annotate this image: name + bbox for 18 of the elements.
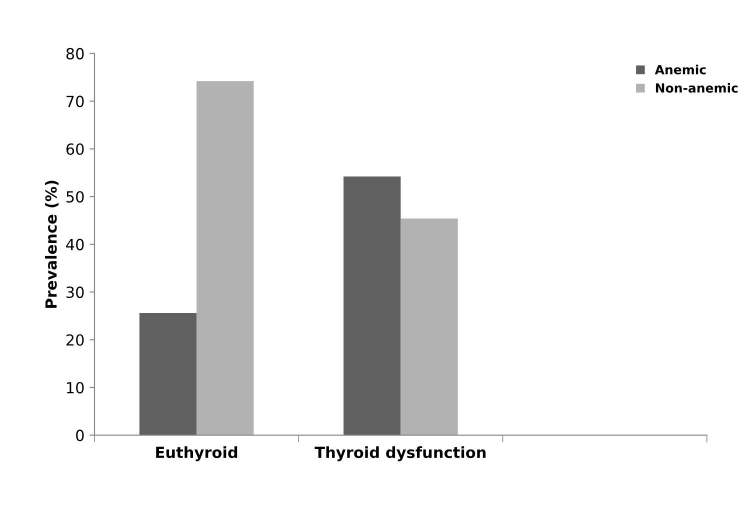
y-tick-label: 40: [66, 238, 84, 250]
y-tick-label: 20: [66, 334, 84, 346]
y-tick-label: 50: [66, 191, 84, 203]
y-tick-label: 0: [76, 430, 84, 442]
legend-label: Anemic: [654, 64, 706, 74]
x-tick-label: Euthyroid: [156, 446, 238, 462]
bar: [196, 81, 254, 436]
y-axis-title: Prevalence (%): [44, 180, 59, 308]
bar: [139, 313, 197, 436]
y-tick-label: 10: [67, 382, 84, 394]
y-tick-label: 30: [66, 286, 84, 298]
y-tick-label: 70: [66, 96, 84, 108]
bar: [400, 218, 458, 436]
y-tick-label: 80: [66, 48, 84, 60]
legend-label: Non-anemic: [656, 83, 738, 93]
y-tick-label: 60: [66, 143, 84, 155]
x-tick-label: Thyroid dysfunction: [314, 446, 486, 462]
bar: [344, 176, 401, 436]
